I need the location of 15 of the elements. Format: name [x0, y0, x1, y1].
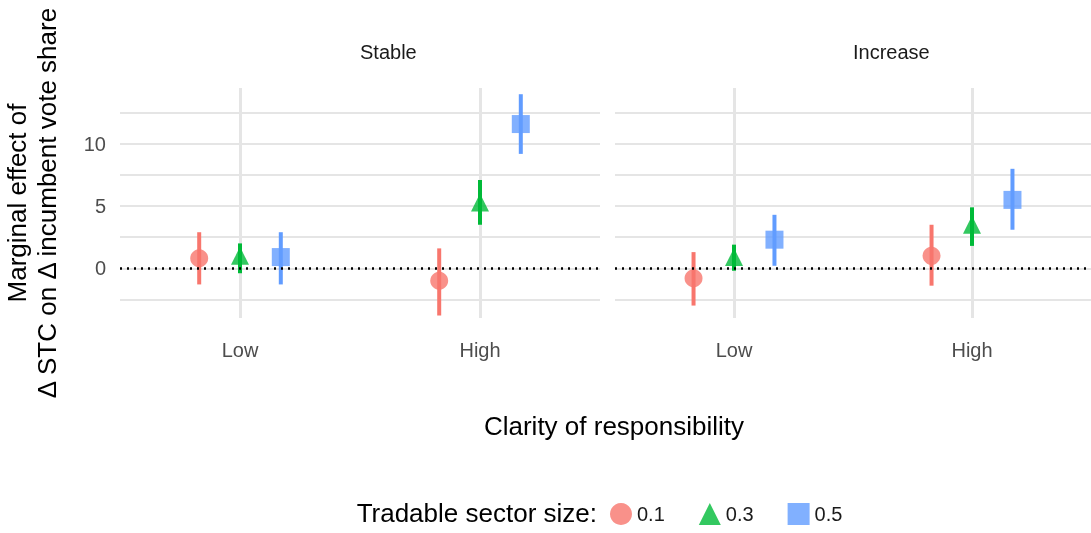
y-axis-title: Marginal effect of Δ STC on Δ incumbent vote share: [2, 7, 62, 399]
x-axis-title: Clarity of responsibility: [483, 411, 745, 441]
x-tick-label: Low: [715, 339, 753, 361]
y-tick-label: 5: [94, 195, 106, 218]
x-tick-label: High: [951, 339, 993, 361]
legend-label: 0.1: [637, 503, 665, 525]
legend-title: Tradable sector size:: [356, 498, 597, 528]
legend-label: 0.3: [725, 503, 754, 525]
y-tick-label: 10: [83, 132, 106, 155]
y-tick-label: 0: [94, 257, 106, 280]
legend-label: 0.5: [814, 503, 843, 525]
x-tick-label: Low: [221, 339, 259, 361]
chart-title: Increase: [853, 41, 930, 63]
chart-title: Stable: [360, 41, 417, 63]
x-tick-label: High: [459, 339, 501, 361]
